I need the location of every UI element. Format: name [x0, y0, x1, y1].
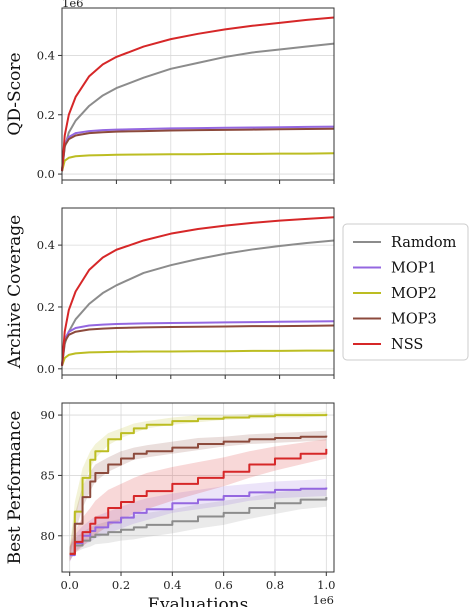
- x-tick-label: 0.2: [112, 578, 130, 592]
- y-tick-label: 90: [40, 408, 55, 422]
- x-multiplier-label: 1e6: [313, 593, 334, 607]
- series-line-mop1: [69, 487, 328, 557]
- series-line-ramdom: [61, 42, 335, 172]
- band-nss: [69, 439, 327, 562]
- y-tick-label: 85: [40, 468, 55, 482]
- series-line-mop3: [61, 127, 335, 172]
- x-axis-label: Evaluations: [148, 595, 249, 607]
- series-line-mop1: [61, 125, 335, 172]
- y-axis-label: Best Performance: [5, 411, 25, 565]
- series-line-nss: [69, 448, 328, 555]
- x-tick-label: 0.0: [61, 578, 79, 592]
- y-axis-label: Archive Coverage: [5, 215, 25, 370]
- legend-box: [342, 223, 469, 361]
- legend-label-nss: NSS: [391, 337, 423, 353]
- x-tick-label: 1.0: [317, 578, 335, 592]
- y-tick-label: 0.0: [37, 167, 55, 181]
- legend-label-mop1: MOP1: [391, 261, 437, 277]
- y-tick-label: 0.2: [37, 108, 55, 122]
- panel-2: 0.0 0.2 0.4 Archive Coverage: [5, 207, 335, 379]
- x-tick-label: 0.4: [163, 578, 181, 592]
- legend: Ramdom MOP1 MOP2 MOP3 NSS: [342, 223, 469, 361]
- legend-label-mop3: MOP3: [391, 312, 437, 328]
- plot-frame: [61, 402, 335, 573]
- legend-label-ramdom: Ramdom: [391, 235, 457, 251]
- series-line-mop3: [69, 435, 328, 555]
- series-line-ramdom: [69, 497, 328, 555]
- y-tick-label: 80: [40, 529, 55, 543]
- y-tick-label: 0.4: [37, 238, 55, 252]
- x-tick-label: 0.8: [266, 578, 284, 592]
- y-tick-label: 0.2: [37, 300, 55, 314]
- series-line-mop2: [61, 349, 334, 367]
- series-line-nss: [61, 16, 335, 172]
- series-line-mop2: [61, 152, 335, 172]
- series-line-mop2: [69, 413, 328, 555]
- band-ramdom: [69, 487, 327, 562]
- panel-3: 80 85 90 0.0 0.2 0.4 0.6 0.8 1.0 Best Performance…: [5, 402, 335, 607]
- series-line-mop1: [61, 320, 335, 366]
- legend-label-mop2: MOP2: [391, 286, 437, 302]
- y-multiplier-label: 1e6: [62, 0, 83, 10]
- y-tick-label: 0.0: [37, 362, 55, 376]
- plot-frame: [61, 207, 335, 376]
- series-line-nss: [61, 216, 335, 366]
- panel-1: 0.0 0.2 0.4 QD-Score 1e6: [5, 0, 335, 184]
- x-tick-label: 0.6: [215, 578, 233, 592]
- series-line-mop3: [61, 324, 335, 366]
- series-line-ramdom: [61, 239, 335, 366]
- plot-frame: [61, 7, 335, 181]
- y-axis-label: QD-Score: [5, 52, 25, 135]
- y-tick-label: 0.4: [37, 48, 55, 62]
